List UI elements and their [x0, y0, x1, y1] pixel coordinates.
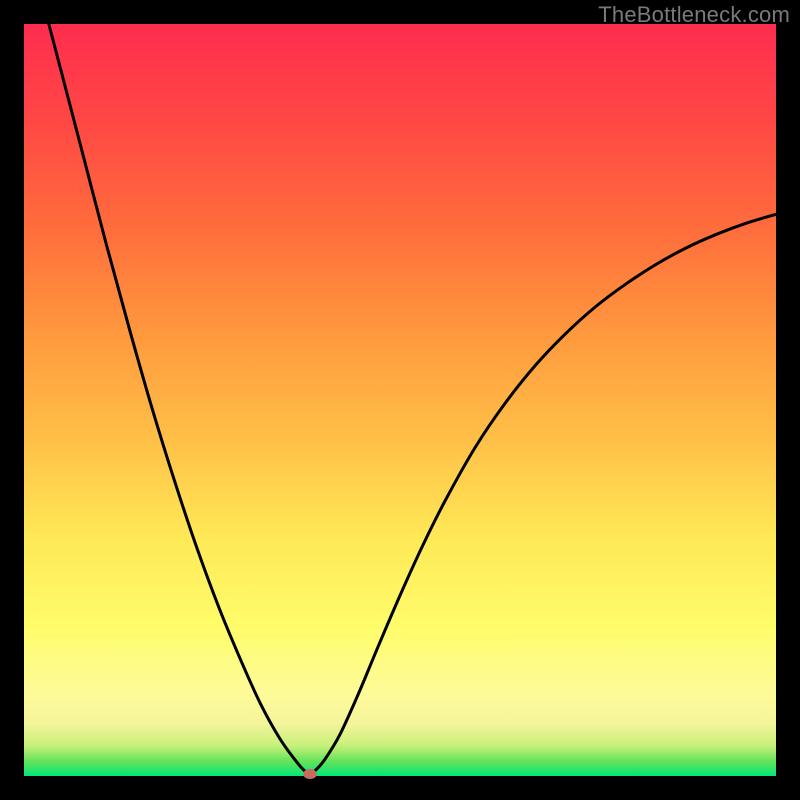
- plot-area: [24, 24, 776, 776]
- watermark-text: TheBottleneck.com: [598, 2, 790, 28]
- optimum-marker: [303, 769, 316, 779]
- bottleneck-curve: [24, 24, 776, 776]
